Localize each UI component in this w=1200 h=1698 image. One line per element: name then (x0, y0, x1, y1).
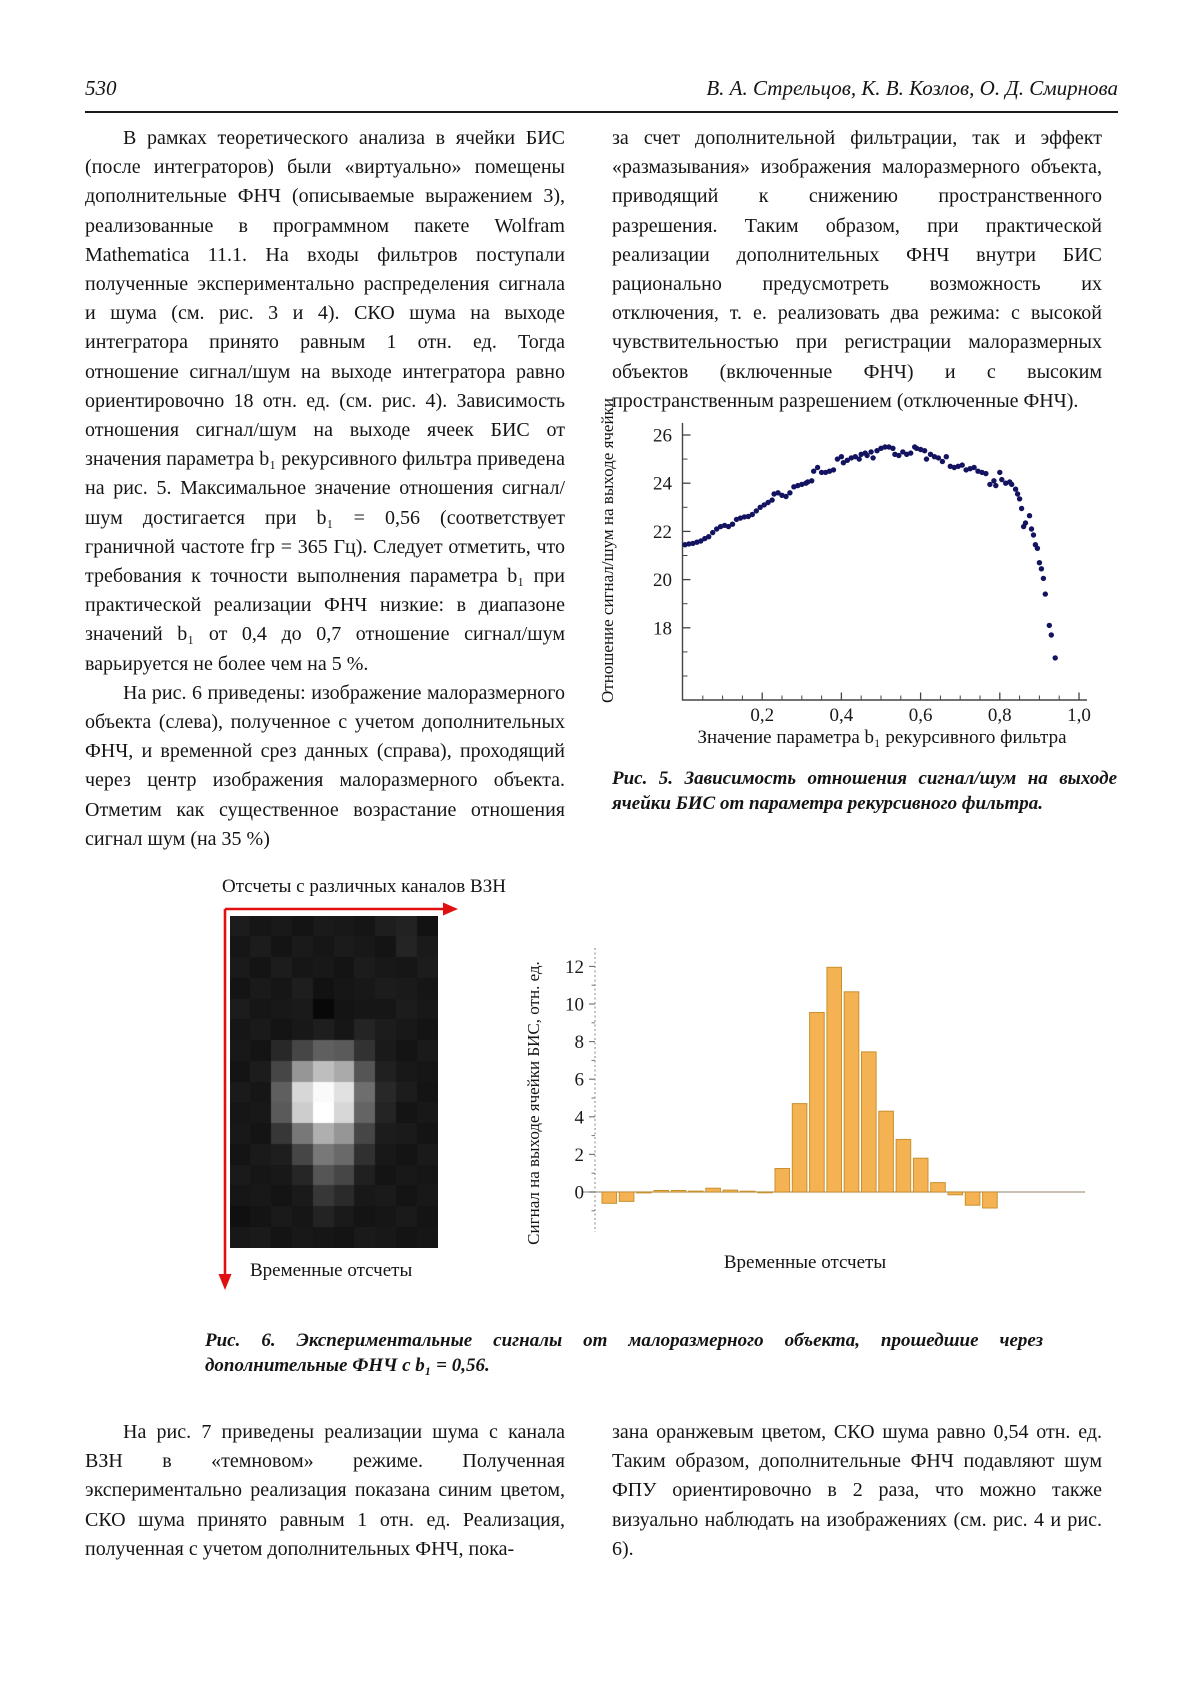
svg-text:0,4: 0,4 (830, 705, 854, 726)
svg-text:0,6: 0,6 (909, 705, 933, 726)
fig6-channels-axis-label: Отсчеты с различных каналов ВЗН (222, 876, 506, 897)
svg-text:0: 0 (575, 1183, 585, 1204)
fig5-y-axis-label: Отношение сигнал/шум на выходе ячейки (598, 398, 617, 703)
svg-text:20: 20 (653, 570, 672, 591)
svg-text:1,0: 1,0 (1067, 705, 1091, 726)
fig6-bar-chart-block: Сигнал на выходе ячейки БИС, отн. ед. 0 2… (524, 930, 1105, 1290)
svg-text:4: 4 (575, 1107, 585, 1128)
body-column-left: В рамках теоретического анализа в ячейки… (85, 124, 565, 854)
fig6-bar-chart: 0 2 4 6 8 10 12 (565, 948, 1085, 1232)
svg-text:8: 8 (575, 1032, 585, 1053)
svg-text:0,2: 0,2 (750, 705, 774, 726)
paragraph-fig6-intro: На рис. 6 приведены: изображение малораз… (85, 681, 565, 850)
bottom-column-left: На рис. 7 приведены реализации шума с ка… (85, 1418, 565, 1564)
fig5-x-axis-label: Значение параметра b₁ рекурсивного фильт… (697, 727, 1067, 748)
right-arrowhead-icon (443, 902, 458, 916)
fig6-chart-x-axis-label: Временные отсчеты (723, 1252, 887, 1273)
figure5: Отношение сигнал/шум на выходе ячейки 18… (598, 398, 1120, 758)
paragraph-filtering: за счет дополнительной фильтрации, так и… (612, 127, 1102, 412)
svg-text:0,8: 0,8 (988, 705, 1012, 726)
fig6-chart-y-axis-label: Сигнал на выходе ячейки БИС, отн. ед. (524, 961, 543, 1245)
fig5-scatter-plot: 18 20 22 24 26 0,2 0,4 0,6 0,8 1,0 (653, 423, 1091, 726)
bottom-column-right: зана оранжевым цветом, СКО шума равно 0,… (612, 1418, 1102, 1564)
fig5-caption: Рис. 5. Зависимость отношения сигнал/шум… (612, 768, 1117, 814)
svg-text:6: 6 (575, 1070, 585, 1091)
paragraph-fig7-right: зана оранжевым цветом, СКО шума равно 0,… (612, 1421, 1102, 1560)
svg-text:2: 2 (575, 1145, 585, 1166)
svg-text:24: 24 (653, 474, 673, 495)
page-number: 530 (85, 76, 117, 100)
header-rule (85, 111, 1118, 113)
body-column-right: за счет дополнительной фильтрации, так и… (612, 124, 1102, 416)
svg-text:26: 26 (653, 426, 672, 447)
header-authors: В. А. Стрельцов, К. В. Козлов, О. Д. Сми… (706, 76, 1118, 100)
paragraph-fig7-left: На рис. 7 приведены реализации шума с ка… (85, 1421, 565, 1560)
paragraph-analysis: В рамках теоретического анализа в ячейки… (85, 127, 565, 675)
svg-text:18: 18 (653, 618, 672, 639)
fig6-object-image (230, 916, 438, 1248)
down-arrowhead-icon (218, 1274, 232, 1290)
svg-text:10: 10 (565, 995, 584, 1016)
fig6-time-axis-label: Временные отсчеты (250, 1260, 413, 1281)
fig6-axes-arrows (218, 902, 458, 1290)
fig6-caption: Рис. 6. Экспериментальные сигналы от мал… (205, 1330, 1043, 1376)
svg-text:12: 12 (565, 957, 584, 978)
svg-text:22: 22 (653, 522, 672, 543)
